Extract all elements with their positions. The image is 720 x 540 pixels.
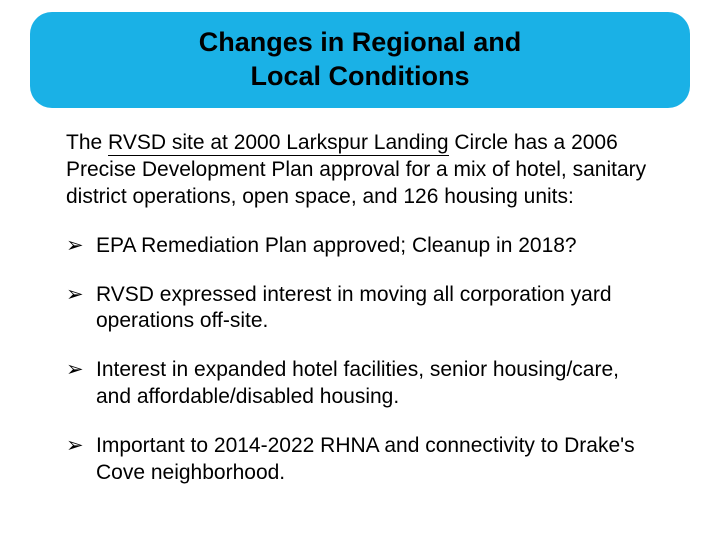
bullet-text: Important to 2014-2022 RHNA and connecti… [96,434,635,484]
bullet-marker-icon: ➢ [66,233,84,260]
list-item: ➢ EPA Remediation Plan approved; Cleanup… [66,233,658,260]
intro-prefix: The [66,131,108,154]
title-text: Changes in Regional and Local Conditions [199,26,522,94]
bullet-marker-icon: ➢ [66,357,84,384]
title-line-1: Changes in Regional and [199,27,522,57]
bullet-marker-icon: ➢ [66,433,84,460]
bullet-list: ➢ EPA Remediation Plan approved; Cleanup… [66,233,658,487]
bullet-text: Interest in expanded hotel facilities, s… [96,358,619,408]
bullet-text: RVSD expressed interest in moving all co… [96,283,612,333]
title-line-2: Local Conditions [250,61,469,91]
bullet-marker-icon: ➢ [66,282,84,309]
list-item: ➢ Interest in expanded hotel facilities,… [66,357,658,411]
list-item: ➢ Important to 2014-2022 RHNA and connec… [66,433,658,487]
title-bar: Changes in Regional and Local Conditions [30,12,690,108]
intro-paragraph: The RVSD site at 2000 Larkspur Landing C… [66,130,658,211]
site-name-underlined: RVSD site at 2000 Larkspur Landing [108,131,449,156]
body-area: The RVSD site at 2000 Larkspur Landing C… [66,130,658,487]
list-item: ➢ RVSD expressed interest in moving all … [66,282,658,336]
bullet-text: EPA Remediation Plan approved; Cleanup i… [96,234,577,257]
